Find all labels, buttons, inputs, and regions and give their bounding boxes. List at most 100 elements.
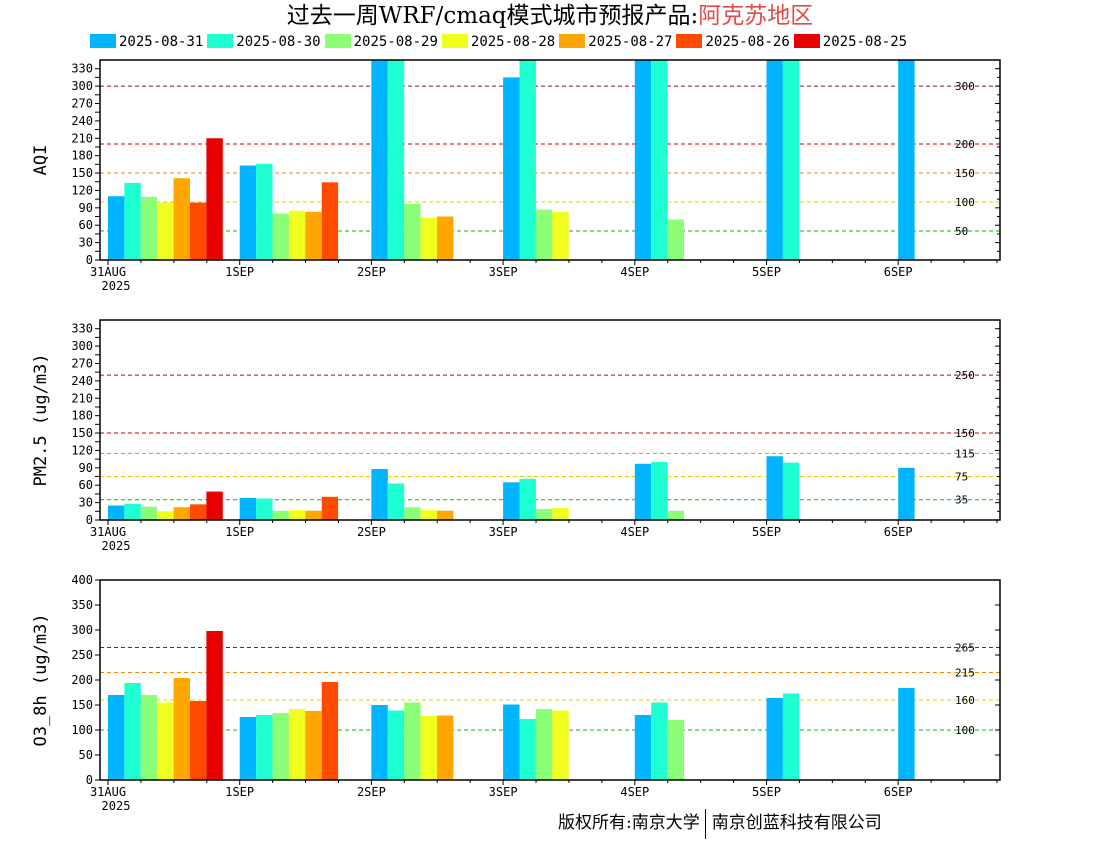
x-tick-label: 2SEP bbox=[357, 525, 386, 539]
bar bbox=[288, 709, 306, 780]
y-tick-label: 30 bbox=[79, 496, 93, 510]
x-tick-label: 6SEP bbox=[884, 265, 913, 279]
bar bbox=[190, 504, 207, 520]
threshold-label: 150 bbox=[955, 167, 975, 180]
threshold-label: 215 bbox=[955, 667, 975, 680]
y-tick-label: 0 bbox=[86, 253, 93, 267]
bar bbox=[206, 491, 223, 520]
x-tick-label: 4SEP bbox=[620, 265, 649, 279]
chart-legend: 2025-08-31 2025-08-30 2025-08-29 2025-08-28… bbox=[90, 34, 911, 54]
bar bbox=[288, 510, 306, 520]
bar bbox=[140, 695, 158, 780]
y-tick-label: 30 bbox=[79, 236, 93, 250]
threshold-label: 150 bbox=[955, 427, 975, 440]
bar bbox=[190, 202, 207, 260]
bar bbox=[239, 717, 257, 780]
bar bbox=[503, 704, 520, 780]
chart-panel: 35 75 115 150 250 0 30 60 90 120 150 180 210 240 270 30… bbox=[31, 319, 1001, 553]
plot-frame bbox=[99, 59, 1001, 261]
y-tick-label: 90 bbox=[79, 201, 93, 215]
legend-label: 2025-08-30 bbox=[236, 34, 321, 50]
bar bbox=[305, 711, 322, 780]
bar bbox=[206, 138, 223, 260]
x-tick-label: 2SEP bbox=[357, 785, 386, 799]
bar bbox=[503, 482, 520, 520]
footer-separator bbox=[704, 808, 706, 839]
threshold-label: 100 bbox=[955, 724, 975, 737]
y-tick-label: 250 bbox=[71, 648, 93, 662]
y-tick-label: 300 bbox=[71, 79, 93, 93]
bar bbox=[305, 510, 322, 520]
bar bbox=[256, 715, 273, 780]
bar bbox=[634, 463, 652, 520]
y-tick-label: 0 bbox=[86, 773, 93, 787]
bar bbox=[404, 203, 421, 260]
y-tick-label: 120 bbox=[71, 183, 93, 197]
legend-item: 2025-08-31 bbox=[90, 34, 203, 50]
legend-item: 2025-08-30 bbox=[207, 34, 321, 50]
x-tick-label: 2SEP bbox=[357, 265, 386, 279]
copyright-left: 版权所有:南京大学 bbox=[558, 813, 700, 833]
y-tick-label: 270 bbox=[71, 96, 93, 110]
x-tick-label: 5SEP bbox=[752, 265, 781, 279]
x-year-label: 2025 bbox=[102, 279, 131, 293]
x-tick-label: 6SEP bbox=[884, 525, 913, 539]
copyright-footer: 版权所有:南京大学 南京创蓝科技有限公司 bbox=[558, 806, 882, 840]
bar bbox=[503, 77, 520, 261]
bar bbox=[173, 507, 190, 520]
bar bbox=[519, 478, 536, 520]
legend-item: 2025-08-26 bbox=[676, 34, 790, 50]
bar bbox=[239, 497, 257, 520]
chart-panel: 50 100 150 200 300 0 30 60 90 120 150 180 210 240 270 3… bbox=[31, 59, 1001, 293]
legend-swatch bbox=[90, 34, 116, 48]
bar bbox=[173, 678, 190, 780]
x-year-label: 2025 bbox=[102, 799, 131, 813]
x-tick-label: 3SEP bbox=[489, 265, 518, 279]
chart-panel: 100 160 215 265 0 50 100 150 200 250 300 350 400 31AU… bbox=[31, 573, 1001, 813]
plot-frame bbox=[99, 579, 1001, 781]
legend-label: 2025-08-25 bbox=[822, 34, 908, 50]
bar bbox=[782, 462, 800, 520]
y-tick-label: 120 bbox=[71, 443, 93, 457]
legend-item: 2025-08-25 bbox=[793, 34, 908, 50]
copyright-right: 南京创蓝科技有限公司 bbox=[711, 813, 882, 833]
bar bbox=[239, 165, 257, 260]
x-tick-label: 6SEP bbox=[884, 785, 913, 799]
y-tick-label: 60 bbox=[79, 218, 93, 232]
threshold-label: 100 bbox=[955, 196, 975, 209]
bar bbox=[898, 467, 915, 520]
bar bbox=[371, 705, 388, 780]
bar bbox=[552, 710, 569, 780]
bar bbox=[256, 498, 273, 520]
threshold-label: 200 bbox=[955, 138, 975, 151]
y-tick-label: 180 bbox=[71, 149, 93, 163]
plot-frame bbox=[99, 319, 1001, 521]
bar bbox=[272, 213, 289, 260]
page-title: 过去一周WRF/cmaq模式城市预报产品:阿克苏地区 bbox=[0, 0, 1100, 32]
y-axis-title: O3_8h (ug/m3) bbox=[31, 613, 51, 746]
y-tick-label: 400 bbox=[71, 573, 93, 587]
x-tick-label: 3SEP bbox=[489, 785, 518, 799]
y-tick-label: 150 bbox=[71, 166, 93, 180]
bar bbox=[519, 719, 536, 780]
bar bbox=[420, 716, 437, 780]
x-tick-label: 1SEP bbox=[225, 785, 254, 799]
x-tick-label: 31AUG bbox=[90, 785, 126, 799]
legend-label: 2025-08-29 bbox=[353, 34, 438, 50]
bar bbox=[519, 60, 536, 260]
x-tick-label: 4SEP bbox=[620, 785, 649, 799]
bar bbox=[157, 511, 174, 520]
bar bbox=[206, 631, 223, 780]
bar bbox=[437, 715, 454, 780]
bar bbox=[404, 702, 421, 780]
x-tick-label: 5SEP bbox=[752, 525, 781, 539]
bar bbox=[898, 60, 915, 260]
bar bbox=[634, 60, 652, 260]
bar bbox=[420, 510, 437, 520]
y-tick-label: 330 bbox=[71, 322, 93, 336]
y-axis-title: PM2.5 (ug/m3) bbox=[31, 353, 51, 486]
y-tick-label: 180 bbox=[71, 409, 93, 423]
bar bbox=[667, 219, 684, 260]
bar bbox=[140, 506, 158, 520]
bar bbox=[552, 211, 569, 260]
